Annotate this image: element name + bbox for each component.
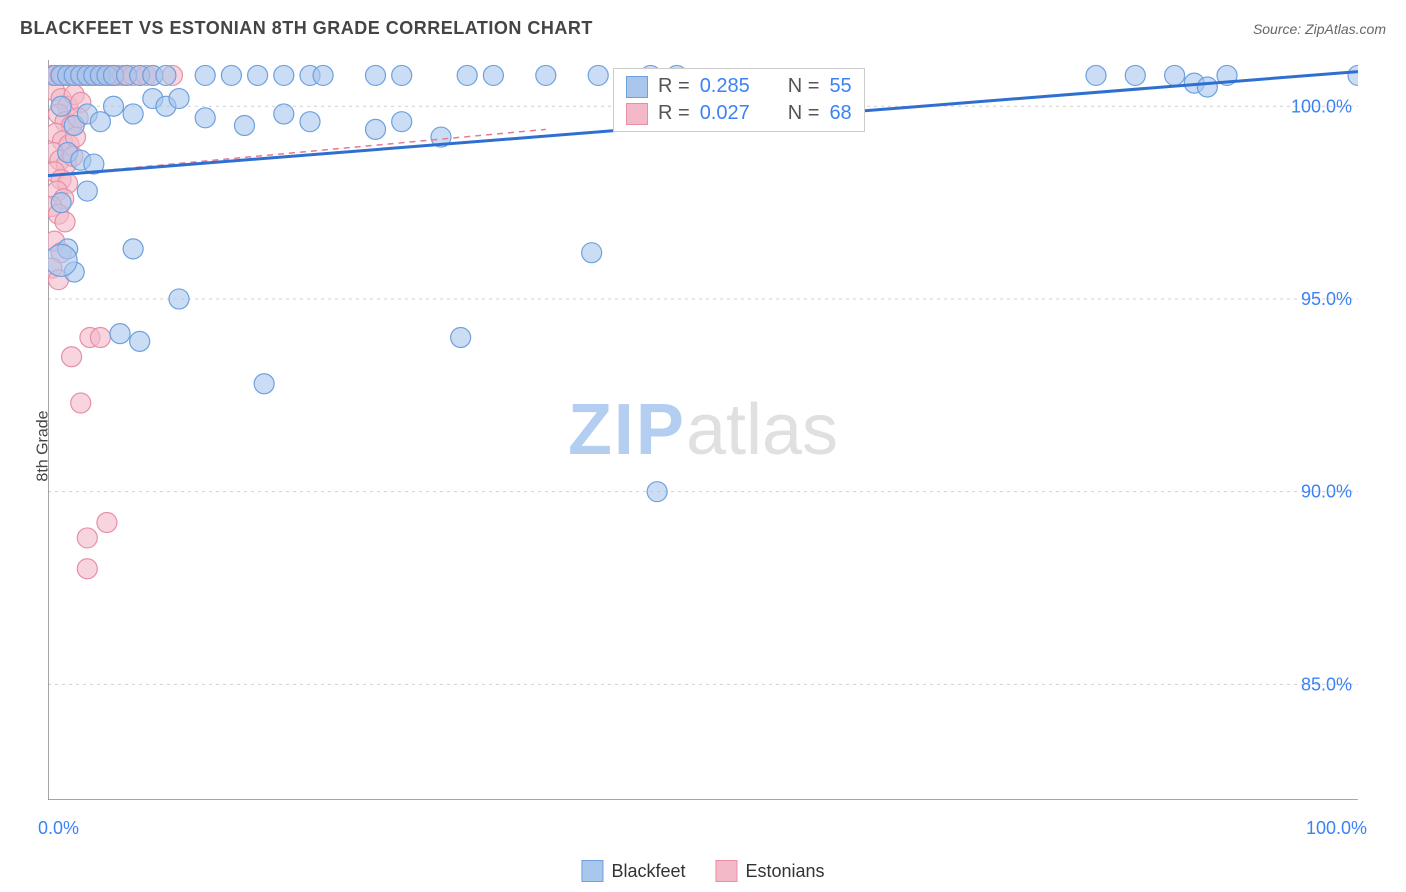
correlation-legend: R = 0.285 N = 55 R = 0.027 N = 68 — [613, 68, 865, 132]
correlation-row-blackfeet: R = 0.285 N = 55 — [626, 73, 852, 100]
blackfeet-point — [366, 65, 386, 85]
blackfeet-point — [1197, 77, 1217, 97]
blackfeet-point — [451, 328, 471, 348]
y-axis-tick-label: 95.0% — [1301, 289, 1352, 309]
blackfeet-point — [156, 65, 176, 85]
y-axis-tick-label: 90.0% — [1301, 482, 1352, 502]
blackfeet-point — [169, 89, 189, 109]
blackfeet-point — [235, 116, 255, 136]
estonians-point — [77, 559, 97, 579]
blackfeet-point — [536, 65, 556, 85]
blackfeet-point — [588, 65, 608, 85]
estonians-point — [90, 328, 110, 348]
blackfeet-point-large — [48, 244, 77, 276]
estonians-point — [97, 513, 117, 533]
blackfeet-swatch-icon — [626, 76, 648, 98]
blackfeet-point — [130, 331, 150, 351]
estonians-swatch-icon — [715, 860, 737, 882]
blackfeet-point — [300, 112, 320, 132]
blackfeet-point — [1348, 65, 1358, 85]
blackfeet-point — [1125, 65, 1145, 85]
estonians-point — [71, 393, 91, 413]
blackfeet-point — [582, 243, 602, 263]
blackfeet-point — [274, 65, 294, 85]
n-label: N = — [788, 102, 820, 125]
blackfeet-point — [195, 65, 215, 85]
blackfeet-point — [392, 65, 412, 85]
n-value-blackfeet: 55 — [829, 75, 851, 98]
r-label: R = — [658, 102, 690, 125]
blackfeet-point — [248, 65, 268, 85]
blackfeet-point — [77, 181, 97, 201]
blackfeet-point — [366, 119, 386, 139]
n-label: N = — [788, 75, 820, 98]
blackfeet-point — [169, 289, 189, 309]
estonians-point — [62, 347, 82, 367]
blackfeet-point — [104, 96, 124, 116]
chart-svg: 85.0% 90.0% 95.0% 100.0% — [48, 60, 1358, 800]
blackfeet-point — [483, 65, 503, 85]
estonians-point — [77, 528, 97, 548]
chart-title: BLACKFEET VS ESTONIAN 8TH GRADE CORRELAT… — [20, 18, 593, 39]
blackfeet-point — [51, 96, 71, 116]
blackfeet-point — [457, 65, 477, 85]
y-axis-tick-label: 85.0% — [1301, 674, 1352, 694]
legend-label-estonians: Estonians — [745, 861, 824, 882]
blackfeet-point — [313, 65, 333, 85]
chart-header: BLACKFEET VS ESTONIAN 8TH GRADE CORRELAT… — [20, 18, 1386, 39]
blackfeet-swatch-icon — [581, 860, 603, 882]
blackfeet-point — [1165, 65, 1185, 85]
n-value-estonians: 68 — [829, 102, 851, 125]
series-legend: Blackfeet Estonians — [581, 860, 824, 882]
blackfeet-point — [110, 324, 130, 344]
correlation-row-estonians: R = 0.027 N = 68 — [626, 100, 852, 127]
legend-item-estonians: Estonians — [715, 860, 824, 882]
x-axis-tick-label: 0.0% — [38, 818, 79, 839]
blackfeet-point — [221, 65, 241, 85]
estonians-swatch-icon — [626, 103, 648, 125]
blackfeet-point — [647, 482, 667, 502]
r-value-estonians: 0.027 — [700, 102, 750, 125]
chart-area: 85.0%90.0%95.0%100.0% ZIPatlas R = 0.285… — [48, 60, 1358, 800]
estonians-point — [55, 212, 75, 232]
chart-source: Source: ZipAtlas.com — [1253, 21, 1386, 37]
y-axis-tick-label: 100.0% — [1291, 96, 1352, 116]
legend-item-blackfeet: Blackfeet — [581, 860, 685, 882]
x-axis-tick-label: 100.0% — [1306, 818, 1367, 839]
blackfeet-point — [195, 108, 215, 128]
r-value-blackfeet: 0.285 — [700, 75, 750, 98]
blackfeet-point — [254, 374, 274, 394]
blackfeet-point — [123, 239, 143, 259]
r-label: R = — [658, 75, 690, 98]
legend-label-blackfeet: Blackfeet — [611, 861, 685, 882]
blackfeet-point — [1086, 65, 1106, 85]
blackfeet-point — [123, 104, 143, 124]
blackfeet-point — [392, 112, 412, 132]
blackfeet-point — [274, 104, 294, 124]
blackfeet-point — [51, 193, 71, 213]
